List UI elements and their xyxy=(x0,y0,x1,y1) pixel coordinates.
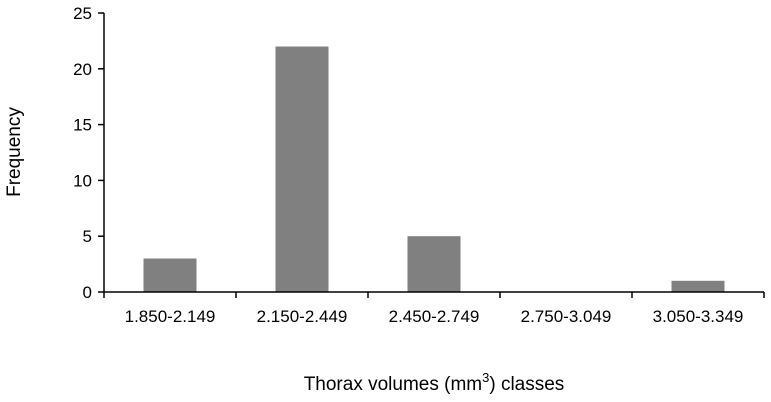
x-axis-ticks: 1.850-2.149 2.150-2.449 2.450-2.749 2.750-3… xyxy=(103,292,765,326)
bar-2.150-2.449 xyxy=(275,46,329,292)
y-tick-label: 20 xyxy=(73,60,92,79)
x-tick-label: 2.150-2.449 xyxy=(257,307,348,326)
x-axis-title-text-end: ) classes xyxy=(489,374,564,395)
x-tick-label: 2.450-2.749 xyxy=(389,307,480,326)
bar-3.050-3.349 xyxy=(671,280,725,292)
x-axis-title-text: Thorax volumes (mm xyxy=(304,374,482,395)
x-tick-label: 3.050-3.349 xyxy=(653,307,744,326)
y-tick-label: 25 xyxy=(73,4,92,23)
bar-2.450-2.749 xyxy=(407,236,461,292)
y-tick-label: 10 xyxy=(73,171,92,190)
x-tick-label: 2.750-3.049 xyxy=(521,307,612,326)
x-axis-title: Thorax volumes (mm3) classes xyxy=(304,370,565,395)
y-axis-ticks: 0 5 10 15 20 25 xyxy=(73,4,104,302)
x-tick-label: 1.850-2.149 xyxy=(125,307,216,326)
bars-group xyxy=(143,46,725,292)
y-tick-label: 5 xyxy=(83,227,92,246)
y-axis-title: Frequency xyxy=(4,107,25,197)
y-tick-label: 0 xyxy=(83,283,92,302)
bar-1.850-2.149 xyxy=(143,258,197,292)
x-axis-title-superscript: 3 xyxy=(482,370,489,385)
y-tick-label: 15 xyxy=(73,116,92,135)
